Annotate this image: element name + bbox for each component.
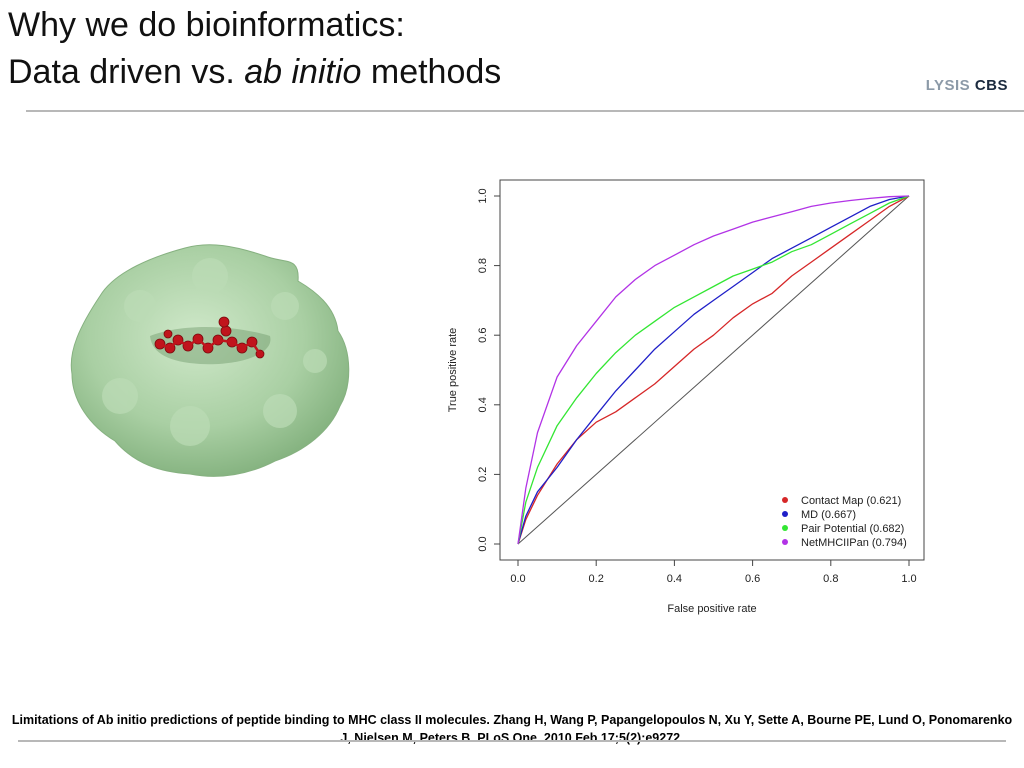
title-prefix: Data driven vs. [8,53,245,91]
bottom-divider [18,740,1006,742]
x-tick-label: 0.8 [823,573,838,585]
peptide-backbone [159,337,262,355]
y-tick-label: 0.6 [477,328,489,343]
mhc-protein-structure-image [70,244,350,477]
legend-label-2: MD (0.667) [801,509,856,521]
x-tick-label: 0.4 [667,573,682,585]
y-tick-label: 0.4 [477,397,489,412]
title-line-2: Data driven vs. ab initio methods [8,49,501,96]
legend-marker-4 [782,539,788,545]
random-diagonal [517,195,910,545]
y-tick-label: 1.0 [477,188,489,203]
roc-curve-3 [517,195,910,545]
logo-text-lysis: LYSIS [925,77,971,94]
y-tick-label: 0.2 [477,467,489,482]
y-axis-label: True positive rate [447,328,459,413]
legend-marker-2 [782,511,788,517]
peptide-ligand [154,316,265,359]
roc-chart: 0.0 0.2 0.4 0.6 0.8 1.0 0.0 0.2 0.4 0.6 0.8 1.0 Fals… [447,179,925,615]
x-tick-label: 0.0 [510,573,525,585]
roc-curve-4 [517,195,910,545]
top-divider [26,110,1024,112]
roc-curve-1 [517,195,910,545]
roc-curve-2 [517,195,910,545]
title-italic: ab initio [244,53,362,91]
legend-label-3: Pair Potential (0.682) [801,523,904,535]
title-suffix: methods [361,53,502,91]
title-line-1: Why we do bioinformatics: [8,6,405,44]
y-tick-label: 0.8 [477,258,489,273]
logo-text-cbs: CBS [974,77,1008,94]
protein-bumps [102,258,327,446]
y-tick-label: 0.0 [477,536,489,551]
legend-label-1: Contact Map (0.621) [801,495,901,507]
x-tick-label: 0.6 [745,573,760,585]
legend-marker-3 [782,525,788,531]
plot-frame [499,179,925,561]
cbs-logo: LYSIS CBS [926,77,1008,94]
slide-title: Why we do bioinformatics: Data driven vs… [8,2,501,96]
x-axis-label: False positive rate [667,603,756,615]
legend-label-4: NetMHCIIPan (0.794) [801,537,907,549]
legend-marker-1 [782,497,788,503]
x-tick-label: 0.2 [589,573,604,585]
x-tick-label: 1.0 [901,573,916,585]
